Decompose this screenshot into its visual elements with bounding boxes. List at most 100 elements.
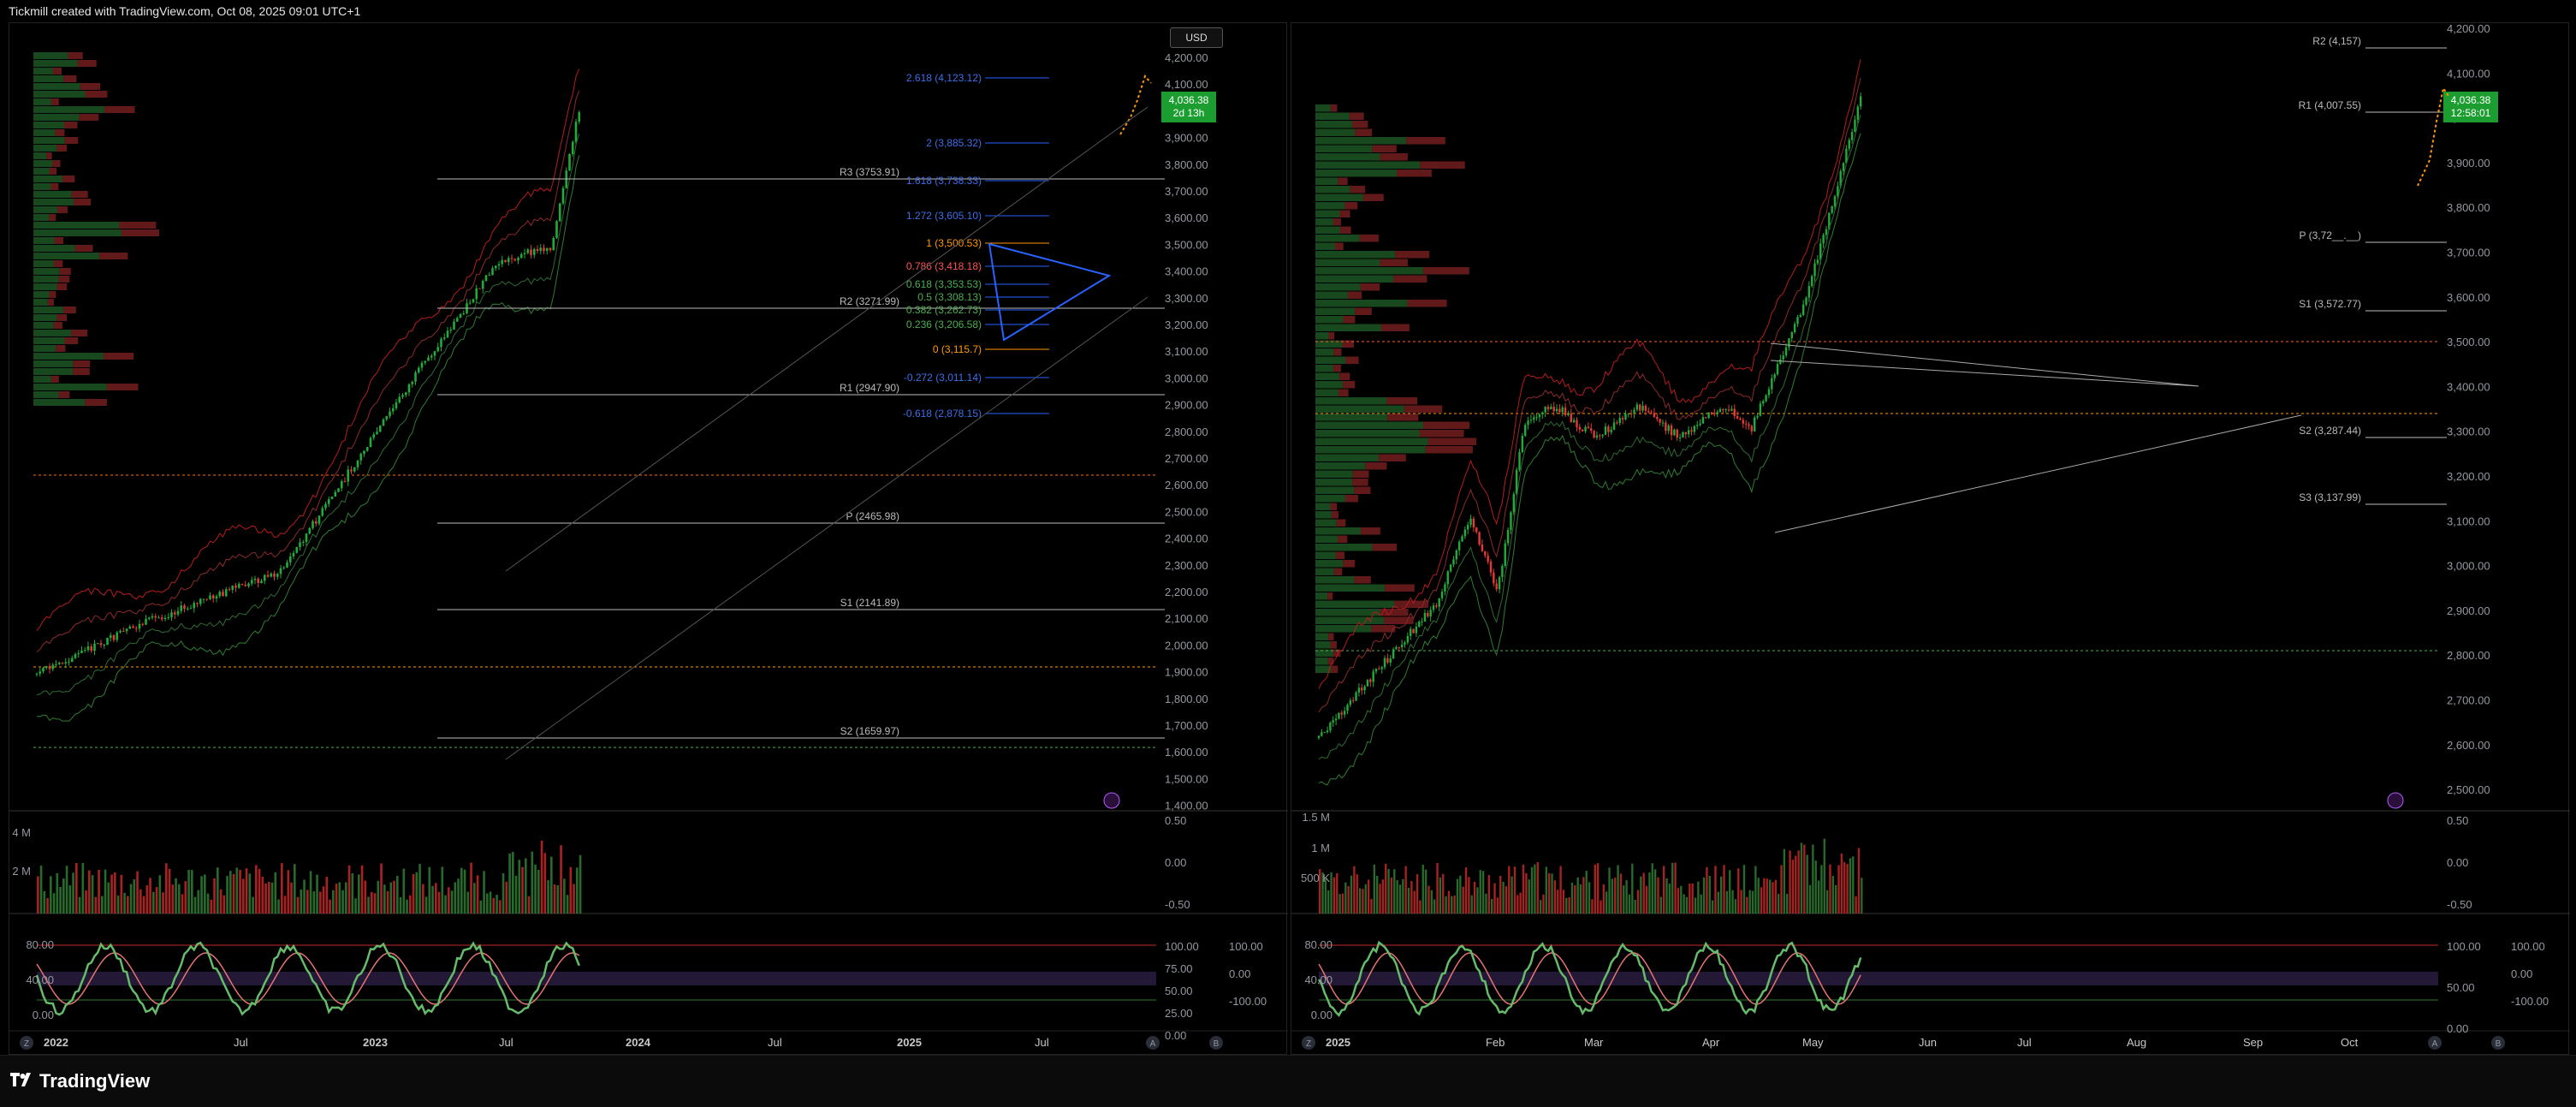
volume-bar	[197, 890, 200, 914]
volume-profile-bar	[1315, 397, 1387, 405]
price-tick: 3,700.00	[2447, 247, 2490, 259]
volume-profile-bar	[1315, 365, 1333, 372]
volume-bar	[1585, 871, 1588, 914]
right-chart-canvas[interactable]: 4,200.004,100.004,000.003,900.003,800.00…	[1291, 23, 2570, 1056]
candle-body	[468, 302, 472, 304]
time-axis-label: Jul	[234, 1036, 248, 1049]
volume-profile-bar	[1315, 340, 1343, 348]
volume-bar	[1487, 875, 1490, 914]
volume-profile-bar	[1315, 202, 1345, 210]
candle-body	[1656, 417, 1659, 420]
candle-body	[1363, 686, 1366, 691]
candle-body	[1323, 732, 1326, 734]
volume-profile-bar	[106, 384, 139, 390]
volume-profile-bar	[33, 68, 54, 74]
volume-bar	[104, 869, 107, 914]
volume-profile-bar	[1330, 104, 1338, 112]
volume-profile-bar	[1315, 291, 1348, 299]
candle-body	[305, 533, 308, 542]
volume-bar	[1410, 881, 1413, 914]
volume-profile-bar	[1315, 145, 1373, 152]
volume-bar	[1606, 891, 1608, 914]
volume-profile-bar	[33, 98, 51, 105]
candle-body	[578, 112, 581, 122]
volume-bar	[1711, 900, 1714, 914]
pivot-label: R2 (4,157)	[2312, 35, 2361, 47]
volume-bar	[1522, 864, 1525, 914]
stoch-tick: 100.00	[1229, 940, 1263, 953]
volume-profile-bar	[1315, 511, 1332, 519]
candle-body	[561, 187, 565, 204]
volume-bar	[1499, 876, 1502, 914]
volume-bar	[1746, 896, 1748, 914]
volume-profile-bar	[49, 291, 56, 298]
volume-bar	[364, 880, 367, 914]
volume-profile-bar	[33, 260, 55, 267]
volume-profile-bar	[33, 337, 65, 344]
volume-bar	[1539, 900, 1542, 914]
price-tick: 3,300.00	[1165, 292, 1208, 305]
volume-profile-bar	[1315, 161, 1421, 169]
right-chart-pane[interactable]: 4,200.004,100.004,000.003,900.003,800.00…	[1291, 22, 2570, 1056]
candle-body	[57, 663, 61, 664]
candle-body	[417, 367, 420, 373]
corner-button-label: B	[2496, 1039, 2502, 1049]
candle-body	[1538, 414, 1541, 418]
band-line	[1318, 59, 1861, 689]
last-price-label	[2443, 92, 2498, 122]
candle-body	[1418, 622, 1421, 628]
volume-profile-bar	[1315, 470, 1353, 478]
candle-body	[1673, 429, 1676, 436]
volume-bar	[466, 891, 470, 914]
price-tick: 1,600.00	[1165, 746, 1208, 759]
fib-label: 0 (3,115.7)	[933, 343, 982, 355]
volume-bar	[187, 869, 190, 914]
time-axis-label: Feb	[1486, 1036, 1505, 1049]
candle-body	[42, 668, 45, 672]
volume-bar	[450, 890, 454, 914]
volume-profile-bar	[1349, 112, 1364, 120]
candle-body	[244, 585, 247, 586]
candle-body	[125, 628, 128, 632]
fib-label: 0.382 (3,262.73)	[906, 304, 982, 316]
volume-bar	[1427, 885, 1430, 914]
volume-profile-bar	[1380, 324, 1410, 331]
candle-body	[510, 258, 513, 259]
volume-profile-bar	[33, 253, 100, 259]
currency-button[interactable]: USD	[1170, 27, 1223, 48]
candle-body	[209, 595, 211, 599]
volume-profile-bar	[1344, 202, 1358, 210]
volume-bar	[142, 896, 145, 914]
candle-body	[539, 247, 543, 251]
volume-bar	[1324, 878, 1327, 914]
volume-bar	[345, 882, 347, 914]
volume-bar	[556, 884, 560, 914]
volume-bar	[476, 875, 479, 914]
candle-body	[1736, 415, 1739, 419]
volume-bar	[579, 854, 582, 914]
left-chart-pane[interactable]: 4,200.004,100.004,000.003,900.003,800.00…	[9, 22, 1288, 1056]
candle-body	[1410, 628, 1412, 636]
band-line	[36, 134, 580, 696]
volume-profile-bar	[1315, 307, 1356, 315]
candle-body	[1561, 407, 1564, 413]
candle-body	[163, 617, 167, 620]
candle-body	[1595, 435, 1599, 438]
volume-profile-bar	[1315, 544, 1373, 551]
candle-body	[1684, 431, 1687, 435]
volume-profile-bar	[1350, 186, 1366, 193]
candle-body	[475, 288, 478, 300]
left-chart-canvas[interactable]: 4,200.004,100.004,000.003,900.003,800.00…	[9, 23, 1288, 1056]
volume-bar	[1370, 899, 1373, 914]
volume-bar	[1706, 866, 1708, 914]
candle-body	[1506, 530, 1510, 544]
volume-bar	[1774, 879, 1777, 914]
price-tick: 3,000.00	[2447, 560, 2490, 573]
volume-bar	[1840, 853, 1843, 914]
volume-bar	[1456, 878, 1459, 914]
volume-bar	[1623, 885, 1625, 914]
tradingview-brand[interactable]: TradingView	[10, 1070, 150, 1092]
volume-profile-bar	[121, 229, 160, 236]
stoch-tick: 40.00	[26, 973, 54, 986]
volume-bar	[1648, 872, 1651, 914]
